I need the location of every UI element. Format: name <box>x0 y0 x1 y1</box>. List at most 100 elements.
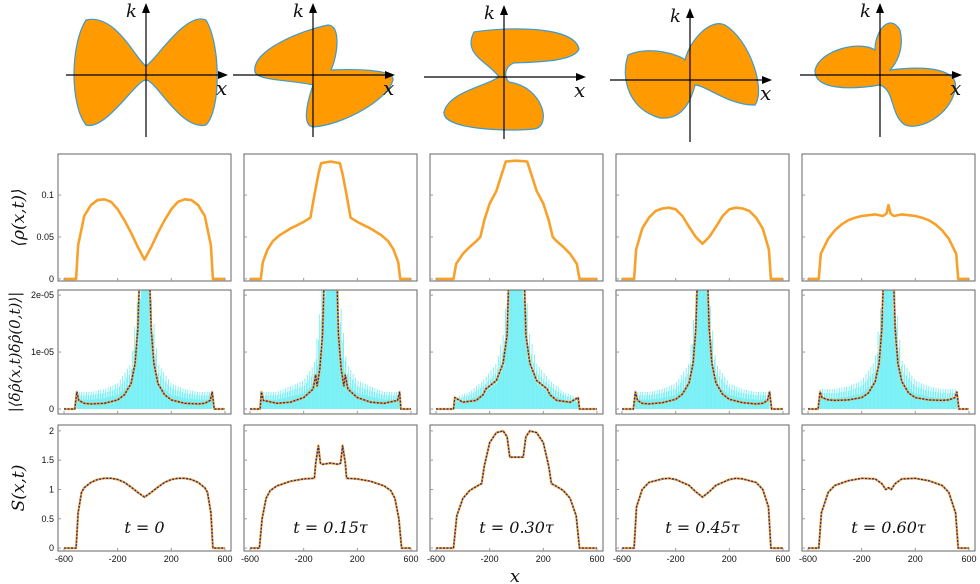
panel-r2-c5 <box>801 289 976 415</box>
x-tick-label: -600 <box>427 554 445 564</box>
exact-curve <box>808 477 969 549</box>
plot-area <box>622 477 783 550</box>
phase-diagram-1: kx <box>66 1 228 137</box>
phase-diagram-5: kx <box>800 1 962 137</box>
plot-area <box>436 290 597 411</box>
y-axis-label: S(x,t) <box>9 465 29 512</box>
k-axis-label: k <box>670 6 681 27</box>
plot-area <box>622 206 783 281</box>
x-tick-label: 200 <box>350 554 365 564</box>
arrow-up-icon <box>500 5 508 15</box>
plot-area <box>250 290 411 411</box>
plot-area <box>64 290 225 411</box>
y-tick-label: 0.5 <box>41 514 54 524</box>
x-tick-label: 200 <box>908 554 923 564</box>
phase-diagram-2: kx <box>233 1 395 137</box>
density-curve <box>436 159 597 281</box>
panel-r3-c5: -600 -200 200 600 t = 0.60τ <box>799 424 976 564</box>
x-axis-label: x <box>760 81 771 105</box>
phase-space-blob <box>254 24 394 128</box>
y-tick-label: 0 <box>49 274 54 284</box>
arrow-up-icon <box>686 8 694 18</box>
panel-frame <box>801 424 976 552</box>
y-axis-label: |⟨δρ̂(x,t)δρ̂(0,t)⟩| <box>6 292 24 413</box>
x-tick-label: -200 <box>667 554 685 564</box>
exact-curve <box>436 290 597 410</box>
x-tick-label: -600 <box>55 554 73 564</box>
panel-frame <box>243 424 418 552</box>
plot-area <box>250 444 411 550</box>
panel-r2-c4 <box>615 289 790 415</box>
x-axis-label: x <box>216 76 227 100</box>
plot-area <box>436 429 597 550</box>
panel-r1-c2 <box>243 153 418 282</box>
y-tick-label: 2e-05 <box>31 290 54 300</box>
panel-frame <box>57 424 232 552</box>
panel-frame <box>243 153 418 282</box>
x-tick-label: -600 <box>613 554 631 564</box>
plot-area <box>808 290 969 411</box>
plot-area <box>436 159 597 281</box>
time-annotation: t = 0.15τ <box>293 518 369 537</box>
phase-space-row: kx kx kx kx kx <box>66 1 962 142</box>
panel-frame <box>429 424 604 552</box>
x-tick-label: 600 <box>589 554 604 564</box>
x-tick-label: -600 <box>799 554 817 564</box>
y-tick-label: 0.1 <box>41 190 54 200</box>
y-tick-label: 1 <box>49 484 54 494</box>
phase-diagram-4: kx <box>610 6 772 142</box>
arrow-right-icon <box>218 71 228 79</box>
panel-r1-c5 <box>801 153 976 282</box>
k-axis-label: k <box>293 1 304 22</box>
arrow-right-icon <box>576 73 586 81</box>
plot-grid: 0 0.05 0.1 ⟨ρ(x,t)⟩ 0 1e-05 2e-05 |⟨δρ̂(x,t)δρ̂… <box>6 153 976 584</box>
arrow-up-icon <box>309 3 317 13</box>
x-tick-label: -600 <box>241 554 259 564</box>
plot-area <box>808 477 969 550</box>
x-tick-label: 600 <box>961 554 976 564</box>
k-axis-label: k <box>484 3 495 24</box>
x-tick-label: -200 <box>853 554 871 564</box>
x-tick-label: 200 <box>722 554 737 564</box>
y-tick-label: 2 <box>49 426 54 436</box>
panel-frame <box>615 153 790 282</box>
x-tick-label: -200 <box>295 554 313 564</box>
panel-frame <box>801 153 976 282</box>
exact-curve <box>250 445 411 549</box>
panel-r3-c3: -600 -200 200 600 t = 0.30τ <box>427 424 604 564</box>
phase-space-blob <box>443 28 580 131</box>
density-curve <box>64 198 225 281</box>
exact-curve <box>436 430 597 549</box>
y-axis-label: ⟨ρ(x,t)⟩ <box>9 188 29 246</box>
k-axis-label: k <box>860 1 871 22</box>
x-tick-label: 600 <box>403 554 418 564</box>
exact-curve <box>250 290 411 410</box>
arrow-right-icon <box>385 71 395 79</box>
y-tick-label: 0.05 <box>36 232 54 242</box>
panel-r1-c1: 0 0.05 0.1 <box>36 153 232 284</box>
x-tick-label: -200 <box>481 554 499 564</box>
time-annotation: t = 0.30τ <box>479 518 555 537</box>
exact-curve <box>64 290 225 410</box>
density-curve <box>64 477 225 550</box>
x-tick-label: -200 <box>109 554 127 564</box>
x-tick-label: 200 <box>164 554 179 564</box>
x-tick-label: 200 <box>536 554 551 564</box>
panel-r1-c4 <box>615 153 790 282</box>
x-axis-label: x <box>383 76 394 100</box>
density-curve <box>250 160 411 281</box>
panel-r3-c1: -600 -200 200 600 0 0.5 1 1.5 2 t = 0 <box>41 424 232 564</box>
exact-curve <box>808 290 969 410</box>
plot-area <box>64 477 225 550</box>
plot-area <box>64 198 225 281</box>
panel-r3-c4: -600 -200 200 600 t = 0.45τ <box>613 424 790 564</box>
arrow-up-icon <box>142 3 150 13</box>
density-curve <box>622 206 783 281</box>
plot-area <box>808 203 969 281</box>
y-tick-label: 0 <box>49 543 54 553</box>
panel-r1-c3 <box>429 153 604 282</box>
exact-curve <box>64 477 225 549</box>
arrow-right-icon <box>762 76 772 84</box>
y-tick-label: 1.5 <box>41 455 54 465</box>
